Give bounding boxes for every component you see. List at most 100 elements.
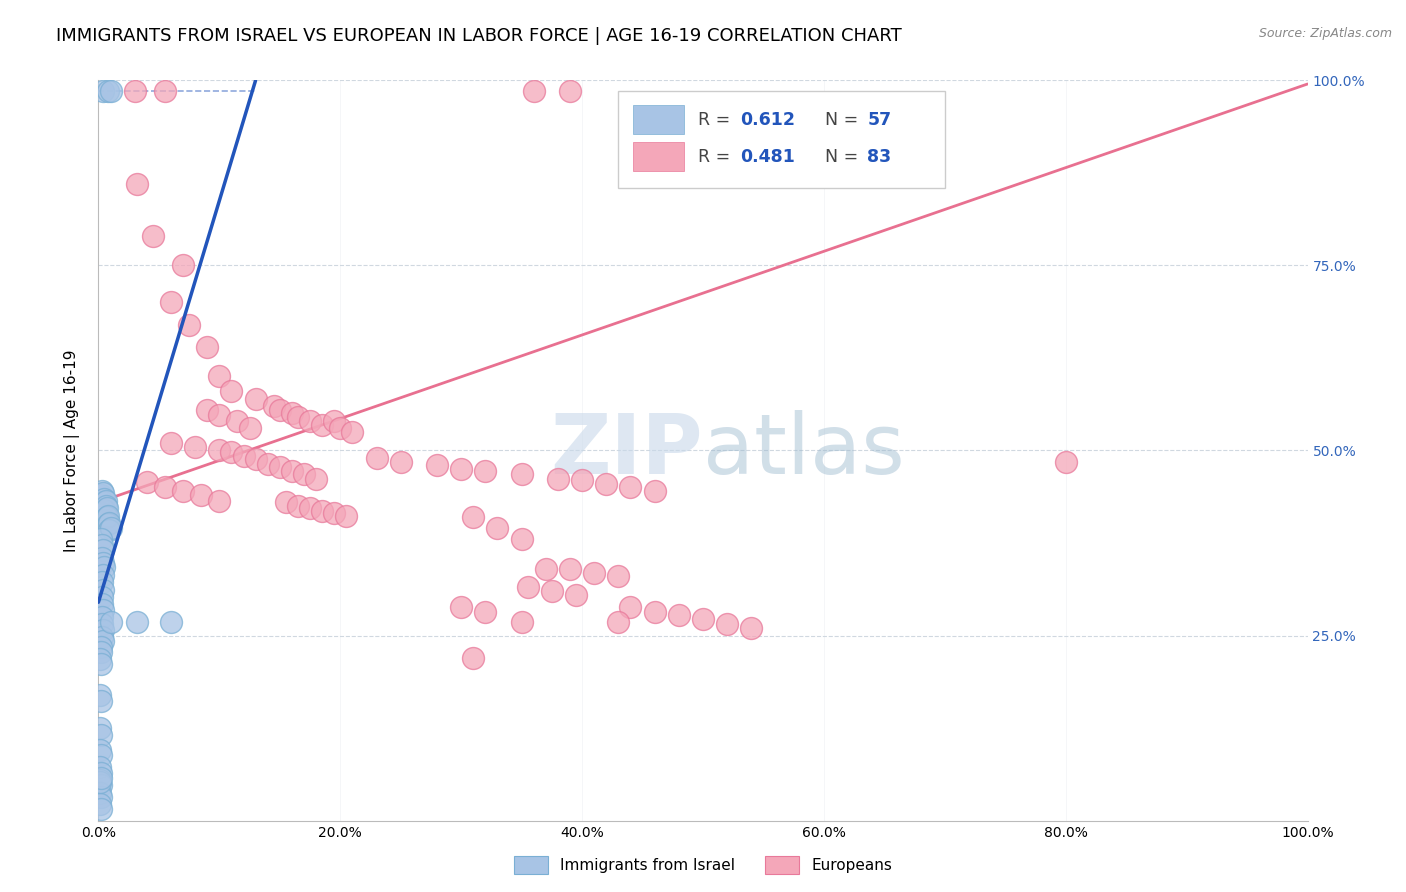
Point <box>558 562 581 576</box>
Point <box>91 634 114 648</box>
Text: N =: N = <box>825 147 863 166</box>
Point <box>245 392 267 406</box>
Point <box>329 421 352 435</box>
Point <box>245 452 267 467</box>
Point <box>89 743 111 757</box>
Point <box>160 295 183 310</box>
Text: 57: 57 <box>868 111 891 128</box>
Point <box>100 615 122 630</box>
Point <box>89 760 111 774</box>
Point <box>607 615 630 630</box>
Point <box>93 560 115 574</box>
Point <box>523 84 546 98</box>
Point <box>153 480 176 494</box>
Text: R =: R = <box>699 147 735 166</box>
Point <box>226 414 249 428</box>
Point <box>91 610 114 624</box>
Point <box>98 516 121 530</box>
Point <box>263 399 285 413</box>
Point <box>91 617 114 632</box>
Point <box>97 84 120 98</box>
Point <box>208 493 231 508</box>
Point <box>89 797 111 812</box>
Point <box>89 785 111 799</box>
Point <box>565 588 588 602</box>
Point <box>716 617 738 632</box>
Point <box>91 567 114 582</box>
Point <box>179 318 201 332</box>
Point <box>287 410 309 425</box>
Point <box>98 524 121 538</box>
Point <box>94 493 117 508</box>
Point <box>540 584 562 599</box>
Point <box>89 775 111 789</box>
Point <box>463 650 485 665</box>
Y-axis label: In Labor Force | Age 16-19: In Labor Force | Age 16-19 <box>63 349 80 552</box>
Point <box>89 652 111 666</box>
Point <box>323 414 346 428</box>
Point <box>389 454 412 468</box>
Text: Source: ZipAtlas.com: Source: ZipAtlas.com <box>1258 27 1392 40</box>
Point <box>311 504 333 518</box>
Point <box>96 510 118 524</box>
Point <box>91 495 114 509</box>
Point <box>534 562 557 576</box>
Point <box>172 259 194 273</box>
Point <box>90 645 112 659</box>
Point <box>305 472 328 486</box>
Text: R =: R = <box>699 111 735 128</box>
Point <box>90 778 112 792</box>
Point <box>292 467 315 482</box>
Text: 0.481: 0.481 <box>741 147 796 166</box>
Point <box>256 457 278 471</box>
Point <box>90 488 112 502</box>
Point <box>91 575 114 590</box>
Point <box>516 581 538 595</box>
Point <box>583 566 606 580</box>
Point <box>208 408 231 422</box>
Point <box>91 556 114 570</box>
Point <box>91 623 114 637</box>
Point <box>668 607 690 622</box>
Point <box>342 425 364 439</box>
Point <box>1054 454 1077 468</box>
Point <box>299 414 322 428</box>
Point <box>94 499 117 513</box>
Point <box>619 480 641 494</box>
Point <box>195 402 218 417</box>
Point <box>127 177 149 191</box>
Point <box>93 491 115 506</box>
Point <box>91 550 114 565</box>
Point <box>91 84 114 98</box>
Point <box>510 467 533 482</box>
Point <box>172 484 194 499</box>
Point <box>426 458 449 473</box>
Point <box>100 84 122 98</box>
Text: atlas: atlas <box>703 410 904 491</box>
Point <box>474 464 496 478</box>
Point <box>97 517 120 532</box>
Point <box>269 402 291 417</box>
Point <box>160 436 183 450</box>
Point <box>510 615 533 630</box>
Point <box>232 450 254 464</box>
Point <box>299 501 322 516</box>
Point <box>510 533 533 547</box>
Point <box>91 598 114 612</box>
Point <box>124 84 146 98</box>
Point <box>692 612 714 626</box>
Point <box>208 443 231 458</box>
Point <box>311 417 333 432</box>
Point <box>127 615 149 630</box>
Point <box>97 508 120 523</box>
Point <box>619 600 641 615</box>
Point <box>323 507 346 521</box>
Point <box>281 407 304 421</box>
Point <box>595 476 617 491</box>
Point <box>93 502 115 516</box>
Point <box>195 340 218 354</box>
Point <box>90 694 112 708</box>
Point <box>740 621 762 635</box>
Point <box>90 771 112 785</box>
Point <box>142 228 165 243</box>
